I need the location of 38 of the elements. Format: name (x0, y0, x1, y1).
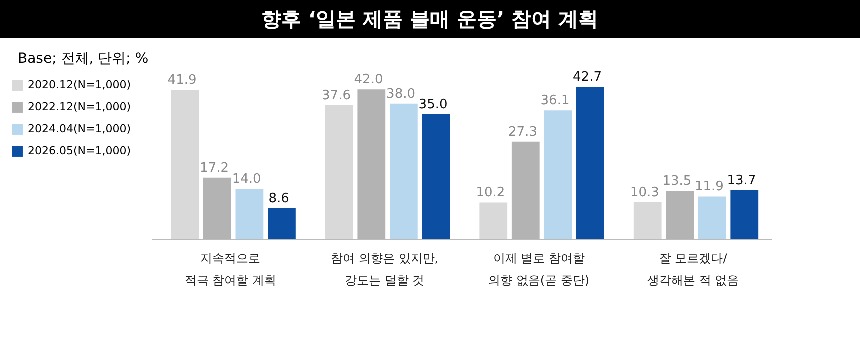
legend-label: 2020.12(N=1,000) (28, 78, 132, 92)
data-label: 14.0 (232, 172, 262, 188)
bar (634, 202, 662, 239)
bar (698, 196, 726, 239)
chart-title: 향후 ‘일본 제품 불매 운동’ 참여 계획 (0, 0, 860, 38)
x-tick-label: 잘 모르겠다/ 생각해본 적 없음 (648, 252, 740, 288)
data-label: 36.1 (540, 94, 570, 109)
data-label: 10.3 (630, 185, 660, 200)
legend-label: 2026.05(N=1,000) (28, 144, 132, 158)
bar (236, 189, 264, 239)
data-label: 13.5 (662, 174, 692, 189)
bar (422, 114, 450, 239)
data-label: 27.3 (508, 124, 538, 140)
data-label: 41.9 (168, 73, 197, 88)
data-label: 10.2 (476, 186, 506, 201)
chart-subtitle: Base; 전체, 단위; % (18, 50, 150, 67)
bar (325, 105, 354, 239)
bar (730, 190, 759, 239)
bar (544, 110, 572, 239)
x-tick-label: 이제 별로 참여할 의향 없음(곧 중단) (488, 252, 590, 288)
data-label: 38.0 (386, 86, 416, 102)
bar (390, 104, 418, 239)
data-label: 11.9 (695, 180, 724, 195)
data-label: 42.7 (573, 70, 602, 86)
data-label: 13.7 (727, 173, 756, 188)
legend-label: 2024.04(N=1,000) (28, 122, 132, 136)
bar (576, 87, 604, 239)
data-label: 42.0 (354, 72, 384, 88)
data-label: 35.0 (418, 98, 448, 113)
bar (268, 208, 296, 239)
data-label: 8.6 (268, 191, 290, 206)
legend-label: 2022.12(N=1,000) (28, 100, 132, 114)
x-tick-label: 참여 의향은 있지만, 강도는 덜할 것 (331, 252, 439, 288)
x-tick-label: 지속적으로 적극 참여할 계획 (184, 252, 276, 288)
data-label: 17.2 (200, 160, 229, 176)
data-label: 37.6 (322, 88, 351, 104)
bar (171, 90, 200, 239)
bar (480, 202, 508, 239)
